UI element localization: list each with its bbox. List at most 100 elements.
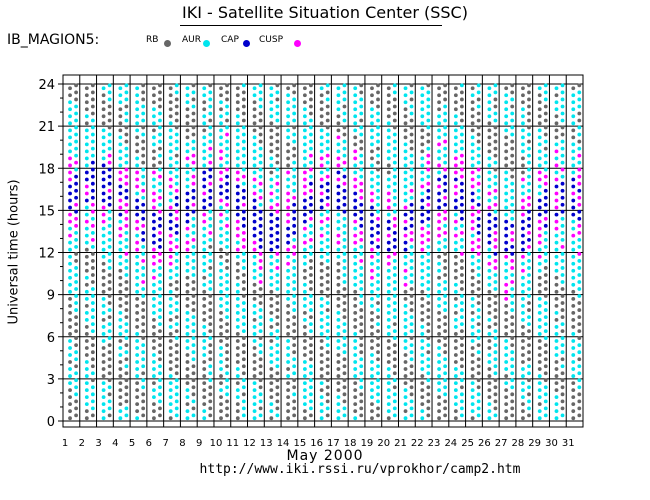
data-point <box>319 261 324 266</box>
data-point <box>84 93 89 98</box>
data-point <box>420 107 425 112</box>
data-point <box>219 233 223 238</box>
data-point <box>208 350 213 355</box>
data-point <box>258 160 263 165</box>
day-label: 26 <box>478 438 491 449</box>
data-point <box>158 385 162 390</box>
data-point <box>342 160 347 165</box>
data-point <box>353 226 358 231</box>
data-point <box>68 381 72 385</box>
data-point <box>135 409 140 414</box>
data-point <box>152 177 156 182</box>
data-point <box>403 128 408 133</box>
data-point <box>476 336 481 341</box>
data-point <box>241 146 246 151</box>
data-point <box>141 195 146 200</box>
data-point <box>510 378 515 383</box>
data-point <box>191 392 196 397</box>
data-point <box>537 254 542 259</box>
data-point <box>504 170 509 175</box>
data-point <box>336 135 341 140</box>
data-point <box>470 416 475 421</box>
data-point <box>152 310 156 315</box>
data-point <box>208 244 213 249</box>
data-point <box>571 409 576 414</box>
data-point <box>202 205 207 210</box>
data-point <box>370 233 374 238</box>
data-point <box>493 111 498 116</box>
data-point <box>459 343 464 348</box>
data-point <box>286 402 291 407</box>
data-point <box>554 318 559 322</box>
data-point <box>426 315 431 319</box>
data-point <box>437 86 441 91</box>
data-point <box>342 259 347 263</box>
data-point <box>527 139 531 144</box>
data-point <box>286 93 291 98</box>
data-point <box>319 325 324 329</box>
data-point <box>158 244 162 249</box>
data-point <box>219 332 223 336</box>
data-point <box>459 385 464 390</box>
data-point <box>168 142 173 147</box>
data-point <box>74 223 78 228</box>
data-point <box>392 308 397 312</box>
data-point <box>537 275 542 280</box>
data-point <box>521 198 525 203</box>
data-point <box>554 191 559 196</box>
data-point <box>476 181 481 186</box>
data-point <box>403 100 408 105</box>
data-point <box>392 273 397 277</box>
data-point <box>101 261 106 266</box>
data-point <box>426 139 431 144</box>
data-point <box>353 388 358 393</box>
data-point <box>403 233 408 238</box>
data-point <box>470 353 475 357</box>
data-point <box>319 374 324 378</box>
data-point <box>554 93 559 98</box>
data-point <box>90 118 95 123</box>
data-point <box>470 310 475 315</box>
data-point <box>225 336 229 341</box>
data-point <box>554 100 559 105</box>
data-point <box>158 357 162 362</box>
data-point <box>420 240 425 245</box>
data-point <box>493 209 498 214</box>
data-point <box>325 357 330 362</box>
data-point <box>453 212 458 217</box>
data-point <box>286 254 291 259</box>
data-point <box>459 413 464 418</box>
data-point <box>370 346 374 350</box>
data-point <box>174 280 179 284</box>
data-point <box>135 268 140 273</box>
data-point <box>487 254 492 259</box>
data-point <box>370 226 374 231</box>
data-point <box>208 202 213 207</box>
data-point <box>420 191 425 196</box>
data-point <box>258 252 263 256</box>
data-point <box>90 167 95 172</box>
data-point <box>571 114 576 119</box>
data-point <box>208 266 213 270</box>
data-point <box>286 310 291 315</box>
data-point <box>275 322 280 327</box>
data-point <box>74 153 78 158</box>
data-point <box>135 325 140 329</box>
data-point <box>510 350 515 355</box>
data-point <box>409 209 414 214</box>
data-point <box>376 174 380 179</box>
day-label: 16 <box>310 438 323 449</box>
data-point <box>543 287 548 291</box>
data-point <box>68 128 72 133</box>
data-point <box>527 378 531 383</box>
data-point <box>487 310 492 315</box>
data-point <box>386 303 391 308</box>
data-point <box>141 364 146 369</box>
data-point <box>409 118 414 123</box>
data-point <box>453 142 458 147</box>
data-point <box>68 219 72 224</box>
data-point <box>325 287 330 291</box>
data-point <box>158 195 162 200</box>
data-point <box>158 294 162 298</box>
data-point <box>302 233 307 238</box>
